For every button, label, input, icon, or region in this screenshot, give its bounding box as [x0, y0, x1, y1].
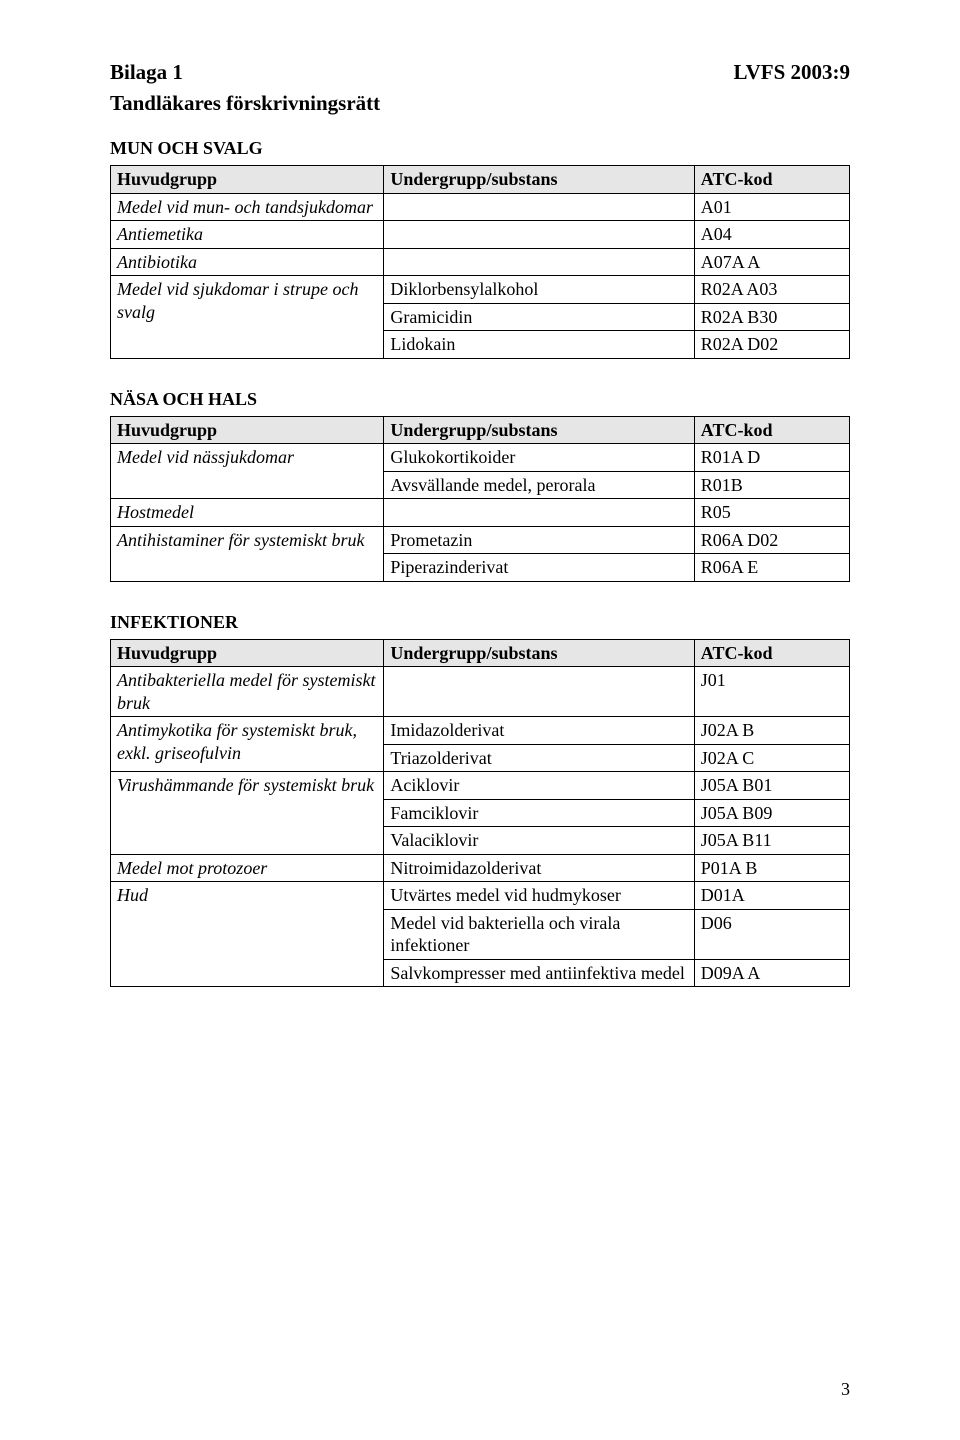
table-row: Hostmedel R05: [111, 499, 850, 527]
cell-undergrupp: Nitroimidazolderivat: [384, 854, 694, 882]
cell-undergrupp: Imidazolderivat: [384, 717, 694, 745]
cell-undergrupp: Avsvällande medel, perorala: [384, 471, 694, 499]
col-header-atckod: ATC-kod: [694, 416, 849, 444]
table-row: Antiemetika A04: [111, 221, 850, 249]
cell-atckod: J02A B: [694, 717, 849, 745]
cell-undergrupp: Prometazin: [384, 526, 694, 554]
header-right: LVFS 2003:9: [734, 60, 851, 85]
cell-undergrupp: Gramicidin: [384, 303, 694, 331]
cell-undergrupp: Triazolderivat: [384, 744, 694, 772]
cell-undergrupp: [384, 193, 694, 221]
document-subtitle: Tandläkares förskrivningsrätt: [110, 91, 850, 116]
table-row: Antimykotika för systemiskt bruk, exkl. …: [111, 717, 850, 745]
cell-huvudgrupp: Medel vid nässjukdomar: [111, 444, 384, 499]
cell-atckod: A04: [694, 221, 849, 249]
table-row: Medel mot protozoer Nitroimidazolderivat…: [111, 854, 850, 882]
cell-huvudgrupp: Antibakteriella medel för systemiskt bru…: [111, 667, 384, 717]
section-title-mun: MUN OCH SVALG: [110, 138, 850, 159]
cell-huvudgrupp: Virushämmande för systemiskt bruk: [111, 772, 384, 855]
cell-atckod: J05A B09: [694, 799, 849, 827]
cell-undergrupp: [384, 499, 694, 527]
cell-huvudgrupp: Hostmedel: [111, 499, 384, 527]
col-header-atckod: ATC-kod: [694, 166, 849, 194]
cell-huvudgrupp: Antimykotika för systemiskt bruk, exkl. …: [111, 717, 384, 772]
table-mun-och-svalg: Huvudgrupp Undergrupp/substans ATC-kod M…: [110, 165, 850, 359]
cell-undergrupp: Valaciklovir: [384, 827, 694, 855]
cell-atckod: D06: [694, 909, 849, 959]
col-header-huvudgrupp: Huvudgrupp: [111, 639, 384, 667]
cell-undergrupp: Lidokain: [384, 331, 694, 359]
cell-atckod: R01B: [694, 471, 849, 499]
cell-atckod: R06A E: [694, 554, 849, 582]
cell-atckod: D01A: [694, 882, 849, 910]
section-title-nasa: NÄSA OCH HALS: [110, 389, 850, 410]
cell-atckod: R06A D02: [694, 526, 849, 554]
cell-huvudgrupp: Medel vid mun- och tandsjukdomar: [111, 193, 384, 221]
cell-undergrupp: Piperazinderivat: [384, 554, 694, 582]
cell-undergrupp: Glukokortikoider: [384, 444, 694, 472]
cell-atckod: R02A B30: [694, 303, 849, 331]
section-title-infektioner: INFEKTIONER: [110, 612, 850, 633]
table-row: Medel vid mun- och tandsjukdomar A01: [111, 193, 850, 221]
cell-atckod: R02A A03: [694, 276, 849, 304]
col-header-undergrupp: Undergrupp/substans: [384, 639, 694, 667]
table-row: Virushämmande för systemiskt bruk Aciklo…: [111, 772, 850, 800]
cell-atckod: J05A B11: [694, 827, 849, 855]
cell-huvudgrupp: Medel mot protozoer: [111, 854, 384, 882]
table-row: Medel vid nässjukdomar Glukokortikoider …: [111, 444, 850, 472]
cell-undergrupp: Famciklovir: [384, 799, 694, 827]
cell-atckod: A01: [694, 193, 849, 221]
cell-atckod: R02A D02: [694, 331, 849, 359]
cell-huvudgrupp: Medel vid sjukdomar i strupe och svalg: [111, 276, 384, 359]
table-nasa-och-hals: Huvudgrupp Undergrupp/substans ATC-kod M…: [110, 416, 850, 582]
cell-undergrupp: Diklorbensylalkohol: [384, 276, 694, 304]
cell-atckod: P01A B: [694, 854, 849, 882]
table-row: Hud Utvärtes medel vid hudmykoser D01A: [111, 882, 850, 910]
header-left: Bilaga 1: [110, 60, 183, 85]
table-infektioner: Huvudgrupp Undergrupp/substans ATC-kod A…: [110, 639, 850, 988]
cell-atckod: D09A A: [694, 959, 849, 987]
table-row: Antihistaminer för systemiskt bruk Prome…: [111, 526, 850, 554]
cell-huvudgrupp: Antihistaminer för systemiskt bruk: [111, 526, 384, 581]
table-row: Antibiotika A07A A: [111, 248, 850, 276]
cell-atckod: J02A C: [694, 744, 849, 772]
cell-huvudgrupp: Antibiotika: [111, 248, 384, 276]
cell-undergrupp: Salvkompresser med antiinfektiva medel: [384, 959, 694, 987]
cell-undergrupp: Aciklovir: [384, 772, 694, 800]
table-row: Medel vid sjukdomar i strupe och svalg D…: [111, 276, 850, 304]
table-header-row: Huvudgrupp Undergrupp/substans ATC-kod: [111, 639, 850, 667]
col-header-huvudgrupp: Huvudgrupp: [111, 166, 384, 194]
page-number: 3: [841, 1379, 850, 1400]
cell-undergrupp: [384, 667, 694, 717]
table-row: Antibakteriella medel för systemiskt bru…: [111, 667, 850, 717]
col-header-atckod: ATC-kod: [694, 639, 849, 667]
col-header-huvudgrupp: Huvudgrupp: [111, 416, 384, 444]
cell-undergrupp: Utvärtes medel vid hudmykoser: [384, 882, 694, 910]
cell-undergrupp: Medel vid bakteriella och virala infekti…: [384, 909, 694, 959]
cell-atckod: J05A B01: [694, 772, 849, 800]
table-header-row: Huvudgrupp Undergrupp/substans ATC-kod: [111, 166, 850, 194]
cell-atckod: R05: [694, 499, 849, 527]
col-header-undergrupp: Undergrupp/substans: [384, 416, 694, 444]
cell-atckod: A07A A: [694, 248, 849, 276]
cell-huvudgrupp: Antiemetika: [111, 221, 384, 249]
cell-undergrupp: [384, 221, 694, 249]
cell-huvudgrupp: Hud: [111, 882, 384, 987]
cell-undergrupp: [384, 248, 694, 276]
table-header-row: Huvudgrupp Undergrupp/substans ATC-kod: [111, 416, 850, 444]
cell-atckod: J01: [694, 667, 849, 717]
header-row: Bilaga 1 LVFS 2003:9: [110, 60, 850, 85]
col-header-undergrupp: Undergrupp/substans: [384, 166, 694, 194]
cell-atckod: R01A D: [694, 444, 849, 472]
